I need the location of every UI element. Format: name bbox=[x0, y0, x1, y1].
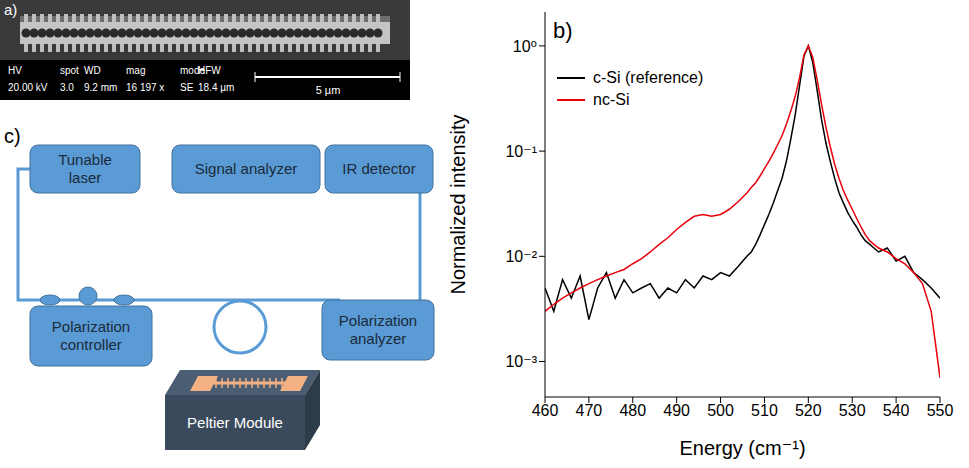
svg-text:10⁻³: 10⁻³ bbox=[505, 353, 537, 370]
svg-text:10⁻¹: 10⁻¹ bbox=[505, 143, 537, 160]
svg-text:550: 550 bbox=[927, 402, 954, 419]
svg-text:mag: mag bbox=[126, 65, 145, 76]
svg-text:470: 470 bbox=[576, 402, 603, 419]
html-text:b): b) bbox=[553, 18, 573, 43]
svg-text:540: 540 bbox=[883, 402, 910, 419]
svg-text:16 197 x: 16 197 x bbox=[126, 82, 164, 93]
svg-text:500: 500 bbox=[707, 402, 734, 419]
svg-text:Peltier Module: Peltier Module bbox=[187, 414, 283, 431]
svg-text:a): a) bbox=[4, 1, 17, 18]
svg-text:10⁻²: 10⁻² bbox=[505, 248, 537, 265]
svg-text:10⁰: 10⁰ bbox=[513, 38, 537, 55]
svg-text:HFW: HFW bbox=[198, 65, 221, 76]
svg-text:510: 510 bbox=[751, 402, 778, 419]
svg-text:18.4 µm: 18.4 µm bbox=[198, 82, 234, 93]
svg-text:Polarization: Polarization bbox=[339, 312, 417, 329]
svg-text:490: 490 bbox=[663, 402, 690, 419]
svg-text:480: 480 bbox=[619, 402, 646, 419]
svg-text:laser: laser bbox=[69, 169, 102, 186]
html-text:nc-Si: nc-Si bbox=[593, 91, 630, 108]
svg-text:530: 530 bbox=[839, 402, 866, 419]
svg-text:Signal analyzer: Signal analyzer bbox=[195, 160, 298, 177]
svg-text:460: 460 bbox=[532, 402, 559, 419]
svg-text:c): c) bbox=[4, 125, 21, 147]
svg-text:9.2 mm: 9.2 mm bbox=[84, 82, 117, 93]
svg-text:Energy (cm⁻¹): Energy (cm⁻¹) bbox=[679, 437, 805, 459]
svg-text:520: 520 bbox=[795, 402, 822, 419]
svg-text:WD: WD bbox=[84, 65, 101, 76]
svg-text:mode: mode bbox=[180, 65, 205, 76]
svg-text:5 µm: 5 µm bbox=[316, 84, 341, 96]
svg-text:spot: spot bbox=[60, 65, 79, 76]
svg-text:IR detector: IR detector bbox=[342, 160, 415, 177]
svg-text:SE: SE bbox=[180, 82, 194, 93]
svg-text:Polarization: Polarization bbox=[52, 318, 130, 335]
svg-text:20.00 kV: 20.00 kV bbox=[8, 82, 48, 93]
svg-text:controller: controller bbox=[60, 336, 122, 353]
svg-text:HV: HV bbox=[8, 65, 22, 76]
html-text:c-Si (reference): c-Si (reference) bbox=[593, 69, 704, 86]
svg-text:Tunable: Tunable bbox=[58, 151, 112, 168]
svg-text:3.0: 3.0 bbox=[60, 82, 74, 93]
svg-text:analyzer: analyzer bbox=[350, 330, 407, 347]
svg-text:Normalized intensity: Normalized intensity bbox=[447, 114, 469, 294]
